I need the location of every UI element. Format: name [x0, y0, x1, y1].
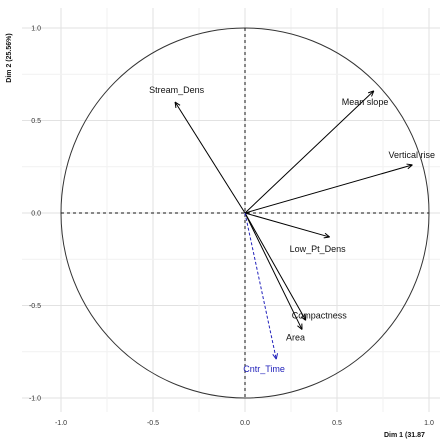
arrow-cntr-time [244, 212, 277, 360]
x-tick-label: -1.0 [55, 420, 67, 427]
y-tick-label: 0.5 [31, 118, 41, 125]
arrow-low-pt-dens [244, 212, 330, 238]
arrow-head [406, 163, 413, 166]
arrow-head [174, 101, 177, 109]
x-tick-label: 1.0 [424, 420, 434, 427]
var-label-low-pt-dens: Low_Pt_Dens [290, 244, 347, 254]
arrow-head [323, 236, 330, 239]
arrow-vertical-rise [244, 164, 413, 214]
arrow-head [275, 353, 279, 360]
arrow-area [244, 212, 303, 330]
var-label-compactness: Compactness [292, 310, 348, 320]
x-tick-label: 0.5 [332, 420, 342, 427]
var-label-vertical-rise: Vertical rise [388, 150, 435, 160]
x-axis-label: Dim 1 (31.87 [384, 432, 425, 439]
arrow-head [371, 90, 375, 97]
y-tick-label: -0.5 [29, 303, 41, 310]
y-axis-label: Dim 2 (25.56%) [6, 33, 13, 82]
arrow-compactness [244, 212, 307, 321]
arrow-head [304, 314, 307, 321]
var-label-mean-slope: Mean slope [342, 97, 389, 107]
arrow-mean-slope [244, 90, 375, 214]
arrow-stream-dens [174, 101, 246, 214]
arrow-head [407, 164, 413, 170]
arrow-head [174, 101, 181, 106]
var-label-stream-dens: Stream_Dens [149, 85, 205, 95]
y-tick-label: -1.0 [29, 396, 41, 403]
y-tick-label: 1.0 [31, 26, 41, 33]
labels: Stream_Dens Mean slope Vertical rise Low_Pt… [149, 85, 435, 374]
arrow-head [300, 316, 307, 321]
ticks: -1.0 -0.5 0.0 0.5 1.0 1.0 0.5 0.0 -0.5 -1.0 [29, 26, 434, 428]
x-tick-label: -0.5 [147, 420, 159, 427]
arrow-head [324, 232, 330, 238]
axes [61, 28, 429, 398]
x-tick-label: 0.0 [240, 420, 250, 427]
grid [22, 8, 440, 412]
var-label-area: Area [286, 333, 305, 343]
arrow-head [297, 325, 303, 330]
var-label-cntr-time: Cntr_Time [243, 364, 285, 374]
arrow-head [272, 354, 277, 360]
y-tick-label: 0.0 [31, 211, 41, 218]
arrows [174, 90, 413, 360]
arrow-head [367, 90, 374, 94]
